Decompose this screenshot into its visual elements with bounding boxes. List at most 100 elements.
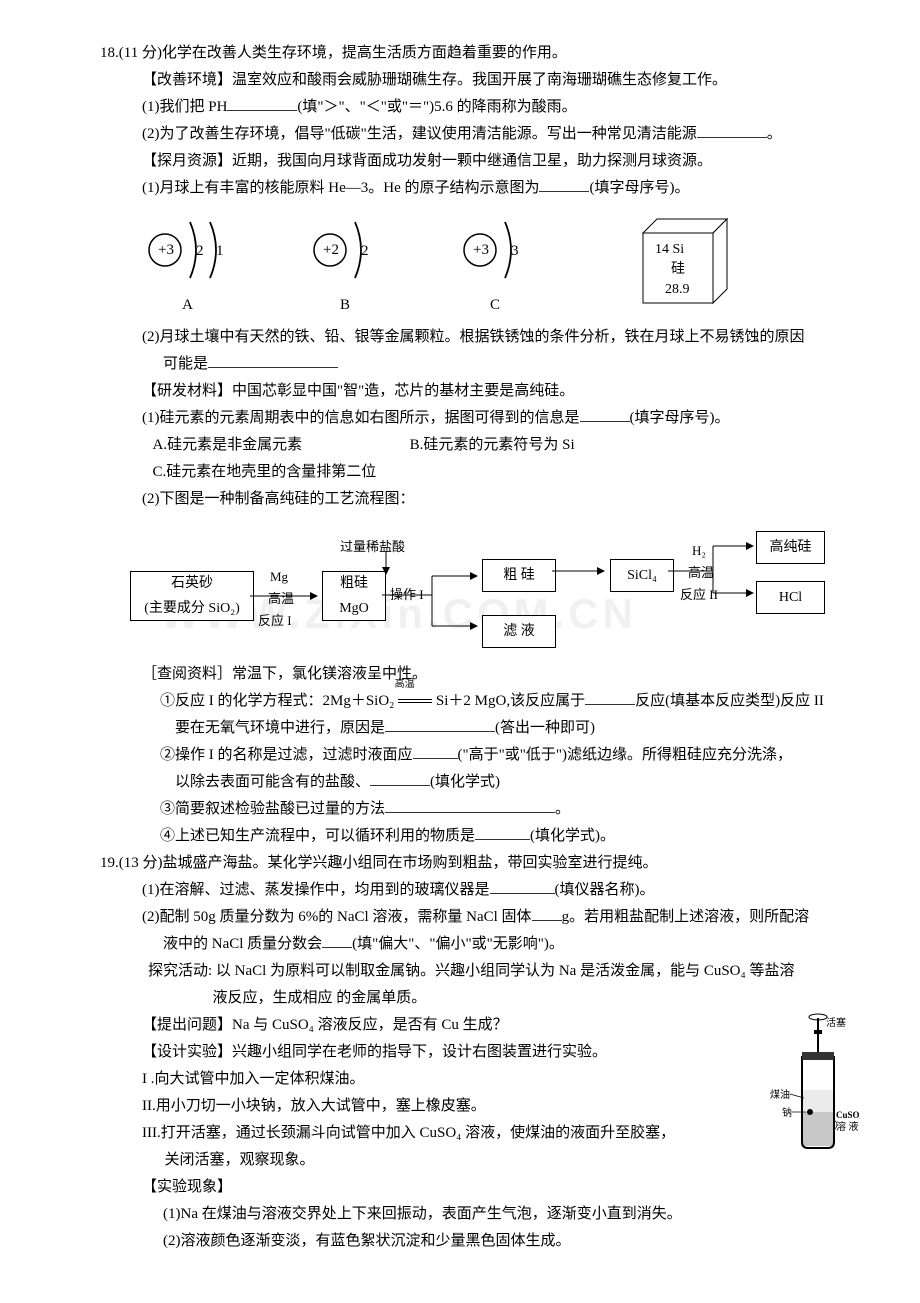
lbl-hcl-excess: 过量稀盐酸 bbox=[340, 535, 405, 558]
si-cube-svg: 14 Si 硅 28.9 bbox=[635, 215, 733, 307]
q18-mat-1-opts: A.硅元素是非金属元素 B.硅元素的元素符号为 Si bbox=[153, 432, 861, 459]
svg-text:钠: 钠 bbox=[782, 1106, 792, 1119]
shell-1-count: 2 bbox=[361, 243, 369, 259]
blank bbox=[370, 770, 430, 786]
q18-mat-1: (1)硅元素的元素周期表中的信息如右图所示，据图可得到的信息是 (填字母序号)。 bbox=[142, 405, 860, 432]
text: ("高于"或"低于")滤纸边缘。所得粗硅应充分洗涤， bbox=[458, 747, 793, 763]
flow-diagram: WWW.ZiXin.COM.CN 石英砂 (主要成分 SiO₂) Mg 高温 反… bbox=[100, 521, 860, 651]
q18-res-2b: 可能是 bbox=[163, 351, 860, 378]
crude-l2: MgO bbox=[339, 596, 369, 621]
box-crude-mix: 粗硅 MgO bbox=[322, 571, 386, 621]
blank bbox=[580, 406, 630, 422]
blank bbox=[697, 122, 767, 138]
blank bbox=[208, 352, 338, 368]
text: 以除去表面可能含有的盐酸、 bbox=[175, 774, 370, 790]
q19-obs1: (1)Na 在煤油与溶液交界处上下来回振动，表面产生气泡，逐渐变小直到消失。 bbox=[163, 1201, 860, 1228]
q19-p2: (2)配制 50g 质量分数为 6%的 NaCl 溶液，需称量 NaCl 固体 g… bbox=[142, 904, 860, 931]
atom-A-svg: +3 2 1 bbox=[140, 212, 235, 287]
quartz-l1: 石英砂 bbox=[171, 571, 213, 596]
q18-env-1: (1)我们把 PH (填"＞"、"＜"或"＝")5.6 的降雨称为酸雨。 bbox=[142, 94, 860, 121]
svg-text:溶 液: 溶 液 bbox=[836, 1120, 859, 1133]
text: (2)配制 50g 质量分数为 6%的 NaCl 溶液，需称量 NaCl 固体 bbox=[142, 909, 532, 925]
text: (1)硅元素的元素周期表中的信息如右图所示，据图可得到的信息是 bbox=[142, 410, 580, 426]
si-element-box-wrap: 14 Si 硅 28.9 bbox=[635, 215, 733, 317]
q19-header: 19.(13 分)盐城盛产海盐。某化学兴趣小组同在市场购到粗盐，带回实验室进行提… bbox=[100, 850, 860, 877]
text: 。 bbox=[767, 126, 782, 142]
nucleus: +3 bbox=[158, 242, 174, 258]
si-name: 硅 bbox=[671, 261, 685, 277]
text: (填字母序号)。 bbox=[630, 410, 730, 426]
lbl-rxn1: 反应 I bbox=[258, 609, 292, 632]
svg-text:煤油: 煤油 bbox=[770, 1088, 790, 1101]
text: g。若用粗盐配制上述溶液，则所配溶 bbox=[562, 909, 810, 925]
q19-p1: (1)在溶解、过滤、蒸发操作中，均用到的玻璃仪器是 (填仪器名称)。 bbox=[142, 877, 860, 904]
cond-text: 高温 bbox=[398, 676, 432, 694]
svg-text:CuSO₄: CuSO₄ bbox=[836, 1110, 860, 1120]
box-filtrate: 滤 液 bbox=[482, 615, 556, 648]
text: (答出一种即可) bbox=[495, 720, 595, 736]
text: 可能是 bbox=[163, 356, 208, 372]
q19-p2b: 液中的 NaCl 质量分数会 (填"偏大"、"偏小"或"无影响")。 bbox=[163, 931, 860, 958]
text: Si＋2 MgO,该反应属于 bbox=[436, 693, 585, 709]
q18-step2: ②操作 I 的名称是过滤，过滤时液面应("高于"或"低于")滤纸边缘。所得粗硅应… bbox=[160, 742, 860, 769]
q19-act: 探究活动: 以 NaCl 为原料可以制取金属钠。兴趣小组同学认为 Na 是活泼金… bbox=[148, 958, 860, 985]
text: (1)月球上有丰富的核能原料 He—3。He 的原子结构示意图为 bbox=[142, 180, 539, 196]
si-num: 14 Si bbox=[655, 242, 684, 257]
text: ④上述已知生产流程中，可以循环利用的物质是 bbox=[160, 828, 475, 844]
blank bbox=[539, 176, 589, 192]
text: (填"偏大"、"偏小"或"无影响")。 bbox=[352, 936, 564, 952]
text: (填仪器名称)。 bbox=[555, 882, 655, 898]
blank bbox=[475, 824, 530, 840]
nucleus: +3 bbox=[473, 242, 489, 258]
blank bbox=[585, 689, 635, 705]
crude-l1: 粗硅 bbox=[340, 571, 368, 596]
split-arrows bbox=[382, 571, 482, 641]
opt-A: A.硅元素是非金属元素 bbox=[153, 437, 303, 453]
text: (1)在溶解、过滤、蒸发操作中，均用到的玻璃仪器是 bbox=[142, 882, 490, 898]
q19-obs2: (2)溶液颜色逐渐变淡，有蓝色絮状沉淀和少量黑色固体生成。 bbox=[163, 1228, 860, 1255]
arrow-3 bbox=[552, 561, 607, 581]
shell-2-count: 1 bbox=[216, 243, 224, 259]
q18-mat-2: (2)下图是一种制备高纯硅的工艺流程图： bbox=[142, 486, 860, 513]
lbl-mg: Mg bbox=[270, 565, 288, 588]
blank bbox=[532, 905, 562, 921]
box-pure-si: 高纯硅 bbox=[756, 531, 825, 564]
q18-res-2: (2)月球土壤中有天然的铁、铅、银等金属颗粒。根据铁锈蚀的条件分析，铁在月球上不… bbox=[142, 324, 860, 351]
text: 反应(填基本反应类型)反应 II bbox=[635, 693, 824, 709]
si-mass: 28.9 bbox=[665, 282, 690, 297]
blank bbox=[227, 95, 297, 111]
blank bbox=[322, 932, 352, 948]
q19-act-b: 液反应，生成相应 的金属单质。 bbox=[213, 985, 861, 1012]
experiment-diagram: 活塞 煤油 钠 CuSO₄ 溶 液 bbox=[750, 1012, 860, 1162]
text: (填"＞"、"＜"或"＝")5.6 的降雨称为酸雨。 bbox=[297, 99, 576, 115]
atom-A: +3 2 1 A bbox=[140, 212, 235, 319]
atom-B-label: B bbox=[340, 292, 350, 319]
text: (2)为了改善生存环境，倡导"低碳"生活，建议使用清洁能源。写出一种常见清洁能源 bbox=[142, 126, 697, 142]
text: ③简要叙述检验盐酸已过量的方法 bbox=[160, 801, 385, 817]
box-crude-si: 粗 硅 bbox=[482, 559, 556, 592]
box-sicl4: SiCl₄ bbox=[610, 559, 674, 592]
text: (填化学式)。 bbox=[530, 828, 615, 844]
text: 。 bbox=[555, 801, 570, 817]
atom-C-label: C bbox=[490, 292, 500, 319]
text: (填化学式) bbox=[430, 774, 500, 790]
text: (1)我们把 PH bbox=[142, 99, 227, 115]
q18-env-2: (2)为了改善生存环境，倡导"低碳"生活，建议使用清洁能源。写出一种常见清洁能源… bbox=[142, 121, 860, 148]
text: 液中的 NaCl 质量分数会 bbox=[163, 936, 322, 952]
svg-text:活塞: 活塞 bbox=[826, 1016, 846, 1029]
q19-obs-title: 【实验现象】 bbox=[142, 1174, 860, 1201]
q18-res-title: 【探月资源】近期，我国向月球背面成功发射一颗中继通信卫星，助力探测月球资源。 bbox=[142, 148, 860, 175]
blank bbox=[385, 716, 495, 732]
shell-1-count: 3 bbox=[511, 243, 519, 259]
q18-mat-title: 【研发材料】中国芯彰显中国"智"造，芯片的基材主要是高纯硅。 bbox=[142, 378, 860, 405]
q18-header: 18.(11 分)化学在改善人类生存环境，提高生活质方面趋着重要的作用。 bbox=[100, 40, 860, 67]
atom-B: +2 2 B bbox=[305, 212, 385, 319]
lbl-temp: 高温 bbox=[268, 587, 294, 610]
atom-C-svg: +3 3 bbox=[455, 212, 535, 287]
blank bbox=[413, 743, 458, 759]
text: (填字母序号)。 bbox=[589, 180, 689, 196]
q18-lookup: ［查阅资料］常温下，氯化镁溶液呈中性。 bbox=[142, 661, 860, 688]
q18-step3: ③简要叙述检验盐酸已过量的方法 。 bbox=[160, 796, 860, 823]
shell-1-count: 2 bbox=[196, 243, 204, 259]
q18-step2b: 以除去表面可能含有的盐酸、 (填化学式) bbox=[175, 769, 860, 796]
